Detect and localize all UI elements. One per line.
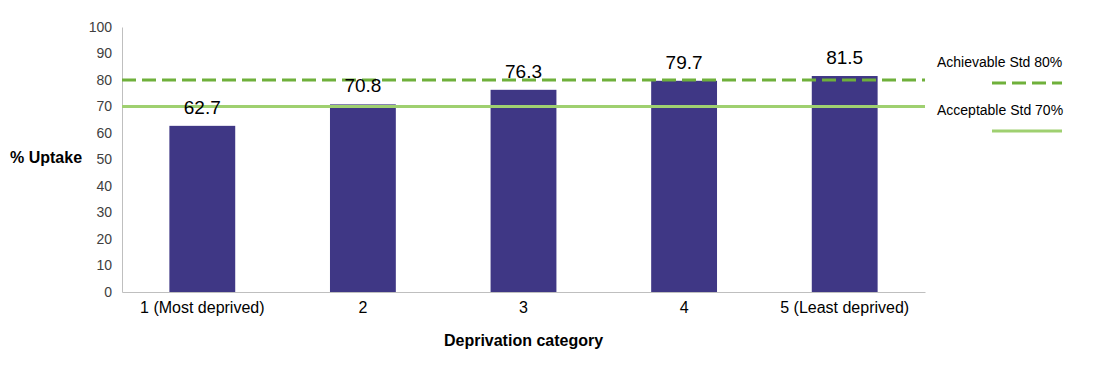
y-tick: 10 xyxy=(96,257,122,273)
y-tick-label: 80 xyxy=(96,72,112,88)
y-tick: 0 xyxy=(104,284,122,300)
x-tick: 1 (Most deprived) xyxy=(140,292,264,316)
y-tick-label: 50 xyxy=(96,151,112,167)
data-label: 62.7 xyxy=(184,97,221,118)
x-tick-label: 3 xyxy=(519,299,528,316)
plot: 0 10 20 30 40 50 60 70 80 90 100 1 (Most deprived) 2… xyxy=(89,19,926,316)
chart: 0 10 20 30 40 50 60 70 80 90 100 1 (Most deprived) 2… xyxy=(0,0,1110,385)
x-tick: 3 xyxy=(519,292,528,316)
y-tick: 60 xyxy=(96,125,122,141)
data-label: 81.5 xyxy=(826,47,863,68)
bar xyxy=(330,104,396,292)
x-axis-title: Deprivation category xyxy=(444,332,603,349)
x-tick: 2 xyxy=(358,292,367,316)
legend: Achievable Std 80% Acceptable Std 70% xyxy=(937,54,1063,131)
legend-swatch xyxy=(992,130,1062,133)
x-tick: 5 (Least deprived) xyxy=(780,292,909,316)
y-tick: 90 xyxy=(96,45,122,61)
x-tick-label: 2 xyxy=(358,299,367,316)
y-axis: 0 10 20 30 40 50 60 70 80 90 100 xyxy=(89,19,123,300)
x-tick-label: 1 (Most deprived) xyxy=(140,299,264,316)
y-tick-label: 100 xyxy=(89,19,113,35)
marks xyxy=(122,76,925,292)
y-tick-label: 20 xyxy=(96,231,112,247)
y-tick-label: 70 xyxy=(96,98,112,114)
x-tick-label: 5 (Least deprived) xyxy=(780,299,909,316)
y-tick-label: 60 xyxy=(96,125,112,141)
y-tick: 50 xyxy=(96,151,122,167)
data-label: 70.8 xyxy=(344,75,381,96)
bar xyxy=(812,76,878,292)
reference-line xyxy=(122,105,925,108)
data-label: 79.7 xyxy=(666,52,703,73)
y-axis-title: % Uptake xyxy=(10,149,82,166)
legend-item: Acceptable Std 70% xyxy=(937,102,1063,131)
legend-label: Acceptable Std 70% xyxy=(937,102,1063,118)
bar xyxy=(491,90,557,292)
y-tick: 100 xyxy=(89,19,122,35)
legend-swatch xyxy=(992,82,1062,85)
data-labels: 62.7 70.8 76.3 79.7 81.5 xyxy=(184,47,863,118)
y-tick-label: 30 xyxy=(96,204,112,220)
x-tick-label: 4 xyxy=(680,299,689,316)
bar xyxy=(169,126,235,292)
x-axis: 1 (Most deprived) 2 3 4 5 (Least deprived) xyxy=(123,292,926,316)
y-tick-label: 90 xyxy=(96,45,112,61)
y-tick: 80 xyxy=(96,72,122,88)
x-axis-line xyxy=(123,292,926,293)
y-tick-label: 40 xyxy=(96,178,112,194)
data-label: 76.3 xyxy=(505,61,542,82)
bar xyxy=(651,81,717,292)
legend-item: Achievable Std 80% xyxy=(937,54,1062,83)
y-tick-label: 10 xyxy=(96,257,112,273)
y-tick-label: 0 xyxy=(104,284,112,300)
y-tick: 20 xyxy=(96,231,122,247)
y-tick: 40 xyxy=(96,178,122,194)
x-tick: 4 xyxy=(680,292,689,316)
y-axis-line xyxy=(122,28,123,293)
legend-label: Achievable Std 80% xyxy=(937,54,1062,70)
y-tick: 30 xyxy=(96,204,122,220)
y-tick: 70 xyxy=(96,98,122,114)
